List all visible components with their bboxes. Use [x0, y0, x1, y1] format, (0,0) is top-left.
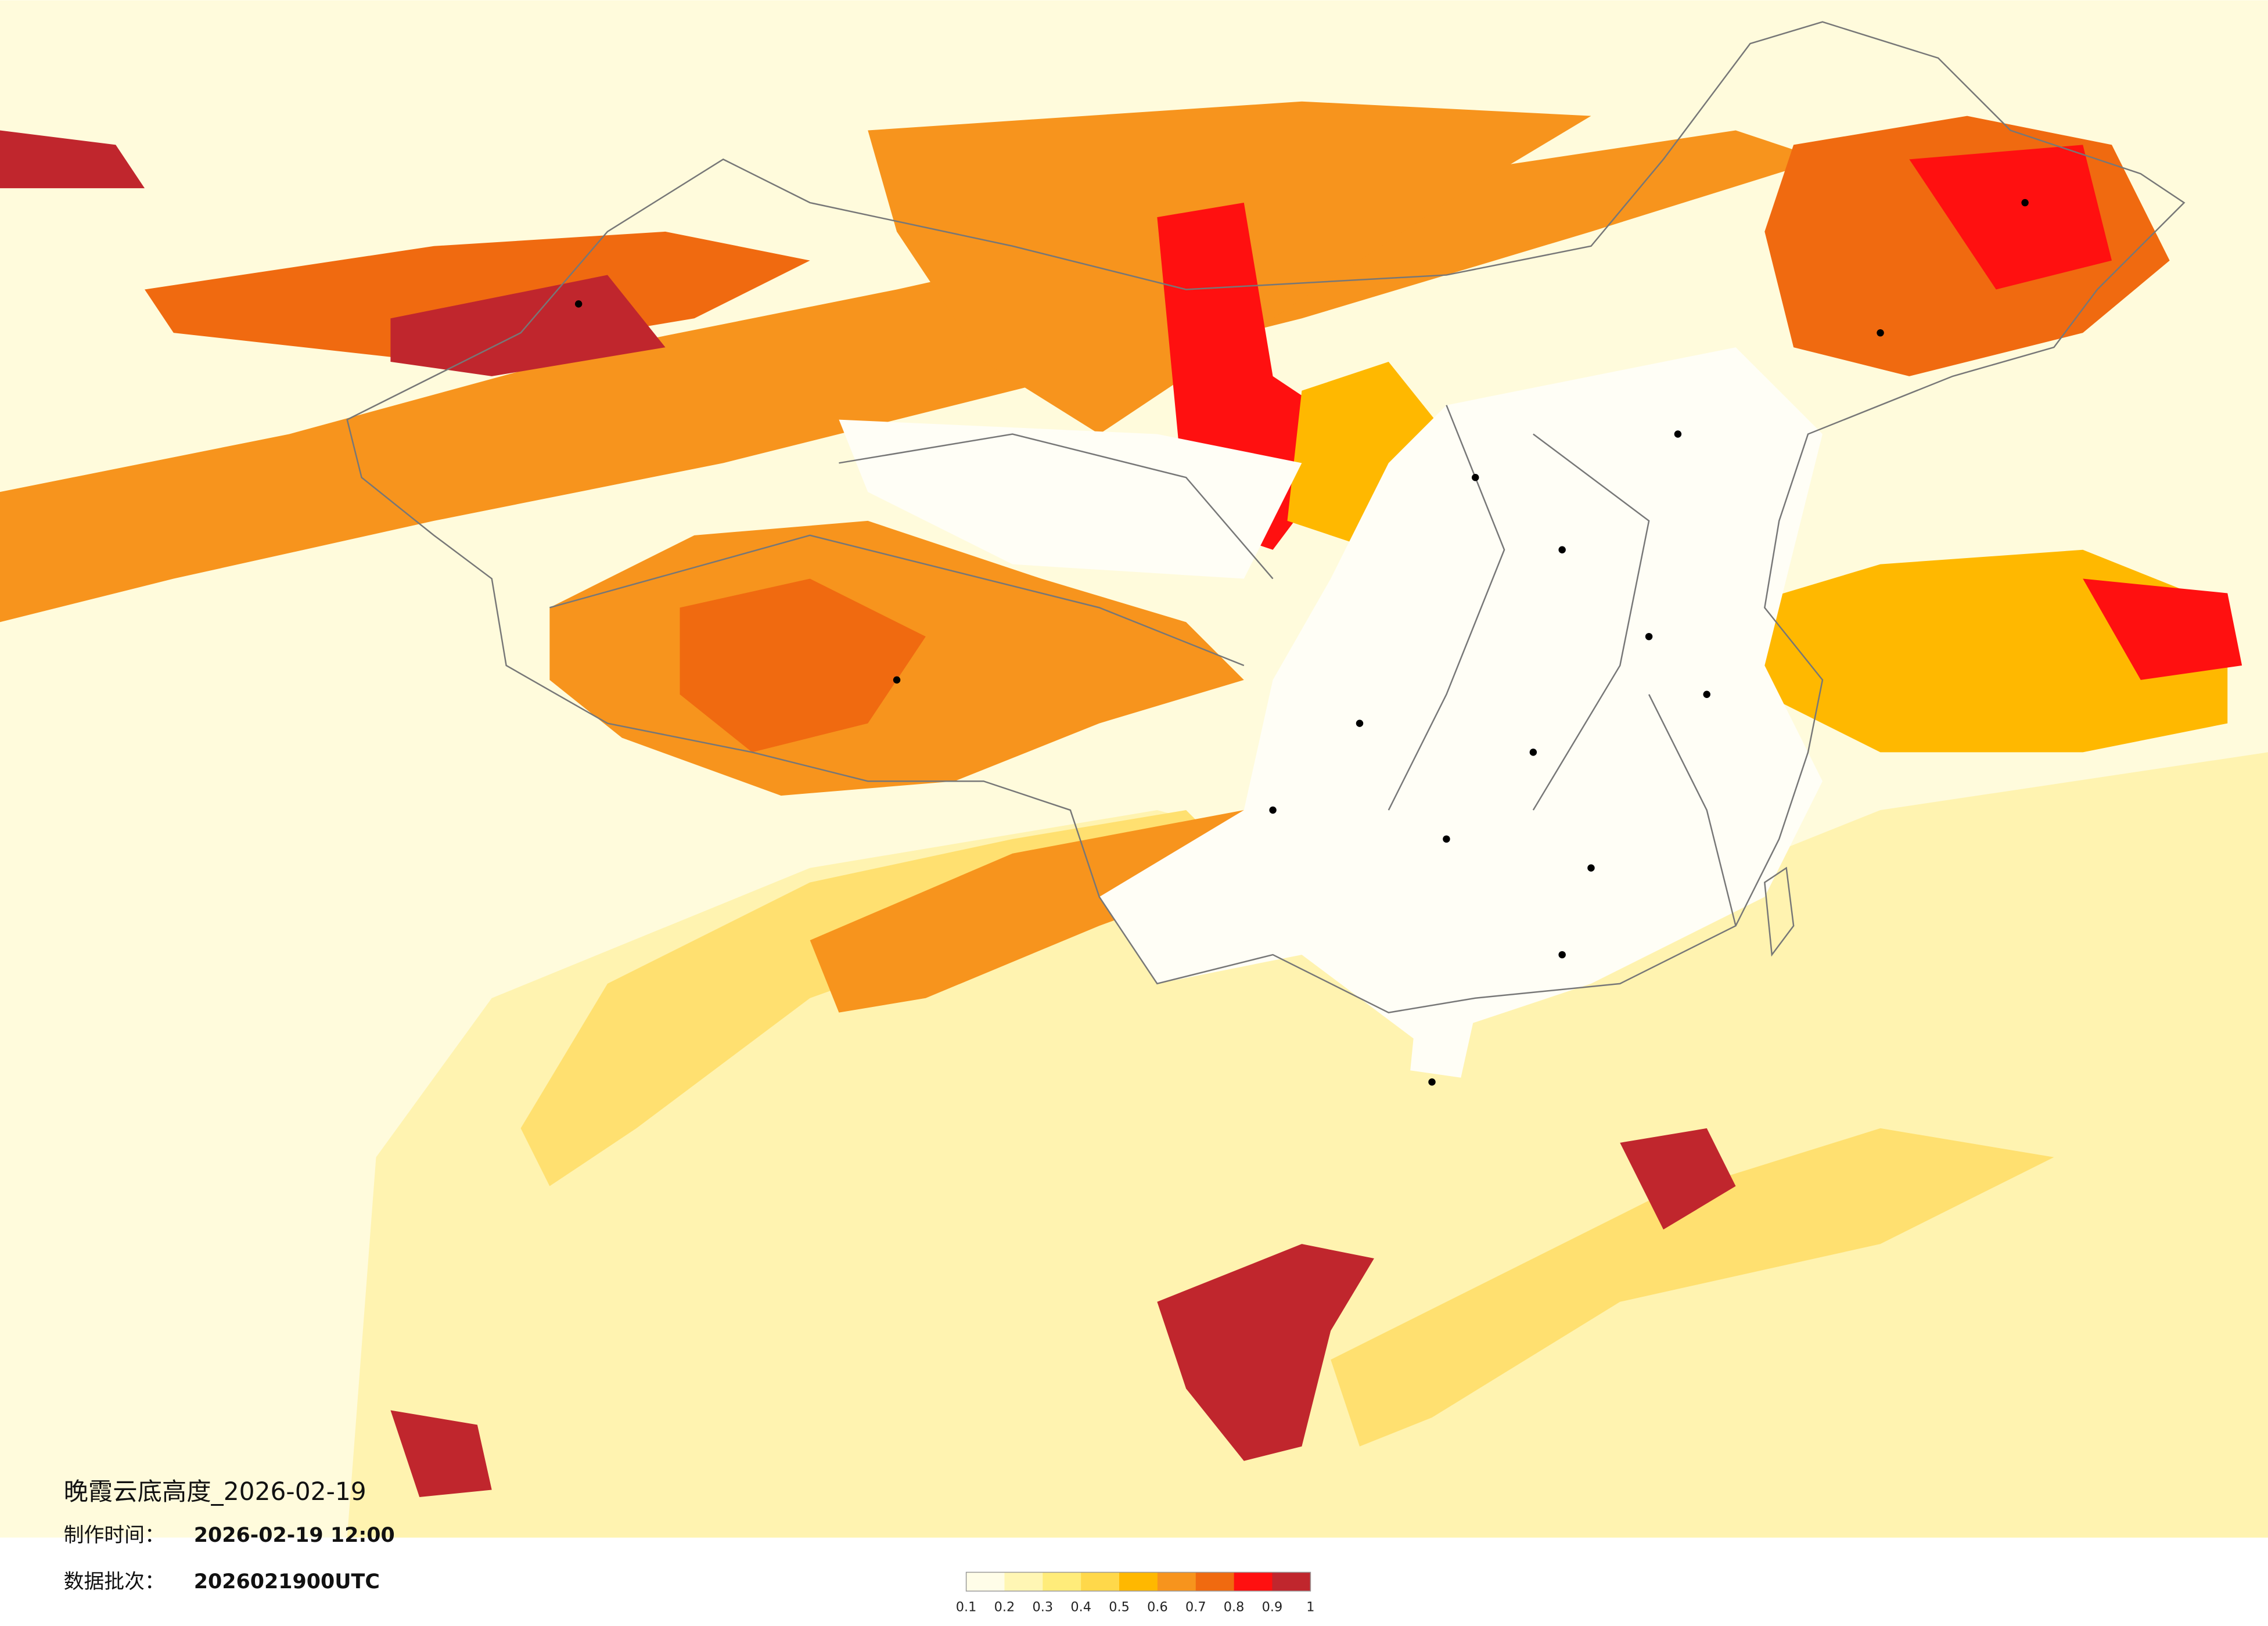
data-batch-label: 数据批次：	[64, 1570, 165, 1593]
city-dot	[1558, 951, 1566, 959]
clear-area	[1099, 347, 1823, 1042]
data-batch-value: 2026021900UTC	[194, 1570, 380, 1593]
cloud-area	[145, 231, 810, 362]
cloud-area	[1157, 1244, 1374, 1461]
city-dot	[1356, 720, 1364, 727]
cloud-area	[390, 1410, 492, 1497]
legend-tick-label: 0.1	[956, 1600, 977, 1615]
legend: 0.1 0.2 0.3 0.4 0.5 0.6 0.7 0.8 0.9 1	[956, 1571, 1314, 1615]
legend-tick-label: 0.2	[994, 1600, 1015, 1615]
made-time-label: 制作时间：	[64, 1524, 165, 1547]
city-dot	[1558, 546, 1566, 553]
cloud-area	[390, 275, 666, 376]
country-border	[346, 21, 2186, 1013]
island-border	[1764, 866, 1795, 957]
legend-tick-label: 0.8	[1224, 1600, 1245, 1615]
city-dot	[1674, 430, 1682, 438]
city-dots	[574, 199, 2029, 1086]
city-dot	[1703, 690, 1710, 699]
cloud-area	[1331, 1128, 2054, 1447]
city-dot	[1443, 835, 1450, 843]
legend-swatch	[966, 1572, 1005, 1591]
borders	[346, 21, 2186, 1013]
legend-tick-label: 0.5	[1109, 1600, 1130, 1615]
city-dot	[1269, 806, 1277, 814]
legend-swatch	[1157, 1572, 1196, 1591]
cloud-area	[2083, 578, 2242, 680]
city-dot	[2021, 199, 2029, 207]
map-title: 晚霞云底高度_2026-02-19	[64, 1477, 366, 1506]
city-dot	[893, 676, 901, 684]
cloud-area	[1287, 361, 1447, 550]
city-dot	[1529, 749, 1537, 756]
legend-swatch	[1081, 1572, 1120, 1591]
cloud-area	[1620, 1128, 1736, 1230]
city-dot	[1645, 632, 1653, 641]
province-border	[549, 405, 1737, 926]
legend-swatch	[1195, 1572, 1235, 1591]
legend-tick-label: 0.9	[1262, 1600, 1283, 1615]
legend-swatch	[1043, 1572, 1081, 1591]
legend-frame	[965, 1571, 1311, 1592]
city-dot	[574, 300, 583, 308]
city-dot	[1587, 864, 1595, 872]
clear-area	[1410, 998, 1476, 1078]
legend-swatch	[1119, 1572, 1158, 1591]
made-time-value: 2026-02-19 12:00	[194, 1524, 395, 1547]
city-dot	[1877, 329, 1884, 337]
legend-tick-label: 0.6	[1147, 1600, 1168, 1615]
legend-tick-label: 1	[1306, 1600, 1314, 1615]
legend-swatch	[1234, 1572, 1273, 1591]
cloud-area	[0, 130, 145, 189]
legend-tick-label: 0.3	[1033, 1600, 1054, 1615]
legend-swatch	[1004, 1572, 1044, 1591]
cloud-area	[680, 578, 926, 753]
map	[0, 0, 2268, 1538]
clear-area	[839, 419, 1302, 579]
city-dot	[1428, 1078, 1436, 1086]
legend-tick-label: 0.4	[1070, 1600, 1091, 1615]
cloud-area	[810, 810, 1259, 1013]
legend-tick-label: 0.7	[1185, 1600, 1206, 1615]
city-dot	[1472, 473, 1479, 481]
legend-swatch	[1272, 1572, 1311, 1591]
cloud-area	[1909, 145, 2112, 290]
